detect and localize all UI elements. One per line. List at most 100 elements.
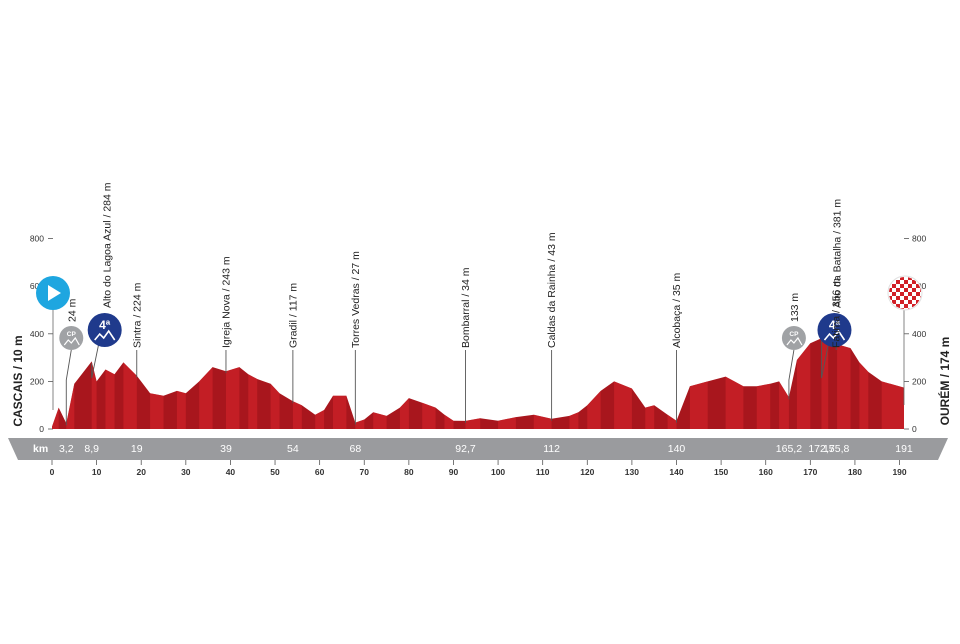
waypoint-label: 24 m bbox=[66, 298, 78, 322]
waypoint-km-label: 140 bbox=[668, 443, 686, 455]
profile-facet bbox=[315, 410, 325, 429]
waypoint-label: Fatima / 356 m bbox=[831, 278, 843, 348]
profile-facet bbox=[444, 414, 454, 429]
waypoint-label: Caldas da Rainha / 43 m bbox=[546, 232, 558, 348]
waypoint-label: Sintra / 224 m bbox=[131, 282, 143, 348]
sprint-badge bbox=[59, 326, 84, 350]
sprint-leader-line bbox=[65, 349, 72, 426]
x-tick-label: 60 bbox=[315, 467, 325, 477]
waypoint-km-label: 112 bbox=[543, 443, 560, 455]
profile-facet bbox=[645, 405, 655, 429]
profile-facet bbox=[779, 381, 789, 429]
x-tick-label: 170 bbox=[803, 467, 817, 477]
waypoint-km-label: 92,7 bbox=[455, 443, 476, 455]
waypoint-label: Torres Vedras / 27 m bbox=[350, 251, 362, 348]
waypoint-label: Alcobaça / 35 m bbox=[671, 272, 683, 348]
x-tick-label: 140 bbox=[669, 467, 683, 477]
profile-facet bbox=[199, 367, 213, 429]
waypoint-label: Alto do Lagoa Azul / 284 m bbox=[102, 182, 114, 308]
waypoint-km-label: 54 bbox=[287, 443, 299, 455]
mountain-icon bbox=[94, 329, 116, 341]
sprint-leader-line bbox=[788, 349, 795, 400]
play-icon bbox=[48, 285, 61, 301]
mountain-icon bbox=[823, 329, 846, 341]
sprint-badge-text: CP bbox=[67, 331, 77, 338]
y-tick-label-left: 200 bbox=[30, 376, 44, 386]
x-tick-label: 10 bbox=[92, 467, 102, 477]
sprint-mountain-icon bbox=[786, 336, 803, 346]
profile-facet bbox=[355, 419, 365, 429]
waypoint-km-label: 8,9 bbox=[84, 443, 99, 455]
sprint-mountain-icon bbox=[63, 336, 80, 346]
profile-facet bbox=[292, 401, 302, 429]
profile-facet bbox=[587, 390, 601, 429]
x-tick-label: 120 bbox=[580, 467, 594, 477]
profile-facet bbox=[176, 390, 186, 429]
y-tick-label-left: 0 bbox=[39, 424, 44, 434]
x-tick-label: 150 bbox=[714, 467, 728, 477]
x-tick-label: 100 bbox=[491, 467, 505, 477]
profile-facet bbox=[614, 381, 632, 429]
waypoint-label: Alto da Batalha / 381 m bbox=[831, 199, 843, 308]
profile-facet bbox=[821, 338, 829, 429]
waypoint-km-label: 68 bbox=[349, 443, 361, 455]
profile-facet bbox=[270, 383, 280, 429]
profile-facet bbox=[226, 367, 240, 429]
finish-location-label: OURÉM / 174 m bbox=[937, 337, 952, 426]
x-tick-label: 130 bbox=[625, 467, 639, 477]
sprint-badge bbox=[781, 326, 806, 350]
y-tick-label-left: 800 bbox=[30, 234, 44, 244]
x-tick-label: 70 bbox=[360, 467, 370, 477]
x-tick-label: 30 bbox=[181, 467, 191, 477]
profile-facet bbox=[422, 402, 436, 429]
profile-facet bbox=[569, 412, 579, 429]
x-tick-label: 90 bbox=[449, 467, 459, 477]
climb-leader-line bbox=[821, 340, 829, 379]
x-tick-label: 180 bbox=[848, 467, 862, 477]
profile-facet bbox=[248, 374, 258, 429]
climb-category-text: 4ª bbox=[99, 318, 111, 332]
waypoint-label: Gradil / 117 m bbox=[287, 283, 299, 348]
y-tick-label-right: 800 bbox=[912, 234, 926, 244]
profile-facet bbox=[399, 398, 409, 429]
x-tick-label: 190 bbox=[892, 467, 906, 477]
y-tick-label-right: 0 bbox=[912, 424, 917, 434]
x-tick-label: 40 bbox=[226, 467, 236, 477]
profile-facet bbox=[123, 362, 137, 429]
profile-facet bbox=[465, 418, 481, 429]
profile-facet bbox=[52, 407, 59, 429]
y-tick-label-right: 400 bbox=[912, 329, 926, 339]
y-tick-label-left: 400 bbox=[30, 329, 44, 339]
waypoint-km-label: 39 bbox=[220, 443, 232, 455]
profile-facet bbox=[756, 383, 771, 429]
profile-facet bbox=[373, 412, 387, 429]
x-tick-label: 160 bbox=[759, 467, 773, 477]
profile-facet bbox=[837, 344, 851, 429]
climb-leader-line bbox=[91, 343, 100, 379]
waypoint-km-label: 165,2 bbox=[776, 443, 802, 455]
y-tick-label-left: 600 bbox=[30, 281, 44, 291]
waypoint-km-label: 191 bbox=[895, 443, 913, 455]
waypoint-label: 133 m bbox=[789, 293, 801, 322]
waypoint-label: Bombarral / 34 m bbox=[460, 267, 472, 348]
profile-facet bbox=[859, 362, 869, 429]
profile-facet bbox=[498, 417, 516, 429]
profile-facet bbox=[533, 414, 552, 429]
start-location-label: CASCAIS / 10 m bbox=[11, 335, 25, 426]
km-unit-label: km bbox=[33, 443, 48, 455]
profile-facet bbox=[91, 361, 97, 429]
profile-facet bbox=[105, 369, 115, 429]
profile-facet bbox=[667, 414, 677, 429]
x-tick-label: 20 bbox=[136, 467, 146, 477]
profile-facet bbox=[150, 393, 164, 429]
sprint-badge-text: CP bbox=[789, 331, 799, 338]
waypoint-label: Igreja Nova / 243 m bbox=[220, 256, 232, 348]
x-tick-label: 110 bbox=[536, 467, 550, 477]
x-tick-label: 80 bbox=[404, 467, 414, 477]
waypoint-km-label: 19 bbox=[131, 443, 143, 455]
profile-facet bbox=[333, 395, 347, 429]
waypoint-km-label: 172,5 bbox=[808, 443, 834, 455]
x-tick-label: 0 bbox=[50, 467, 55, 477]
